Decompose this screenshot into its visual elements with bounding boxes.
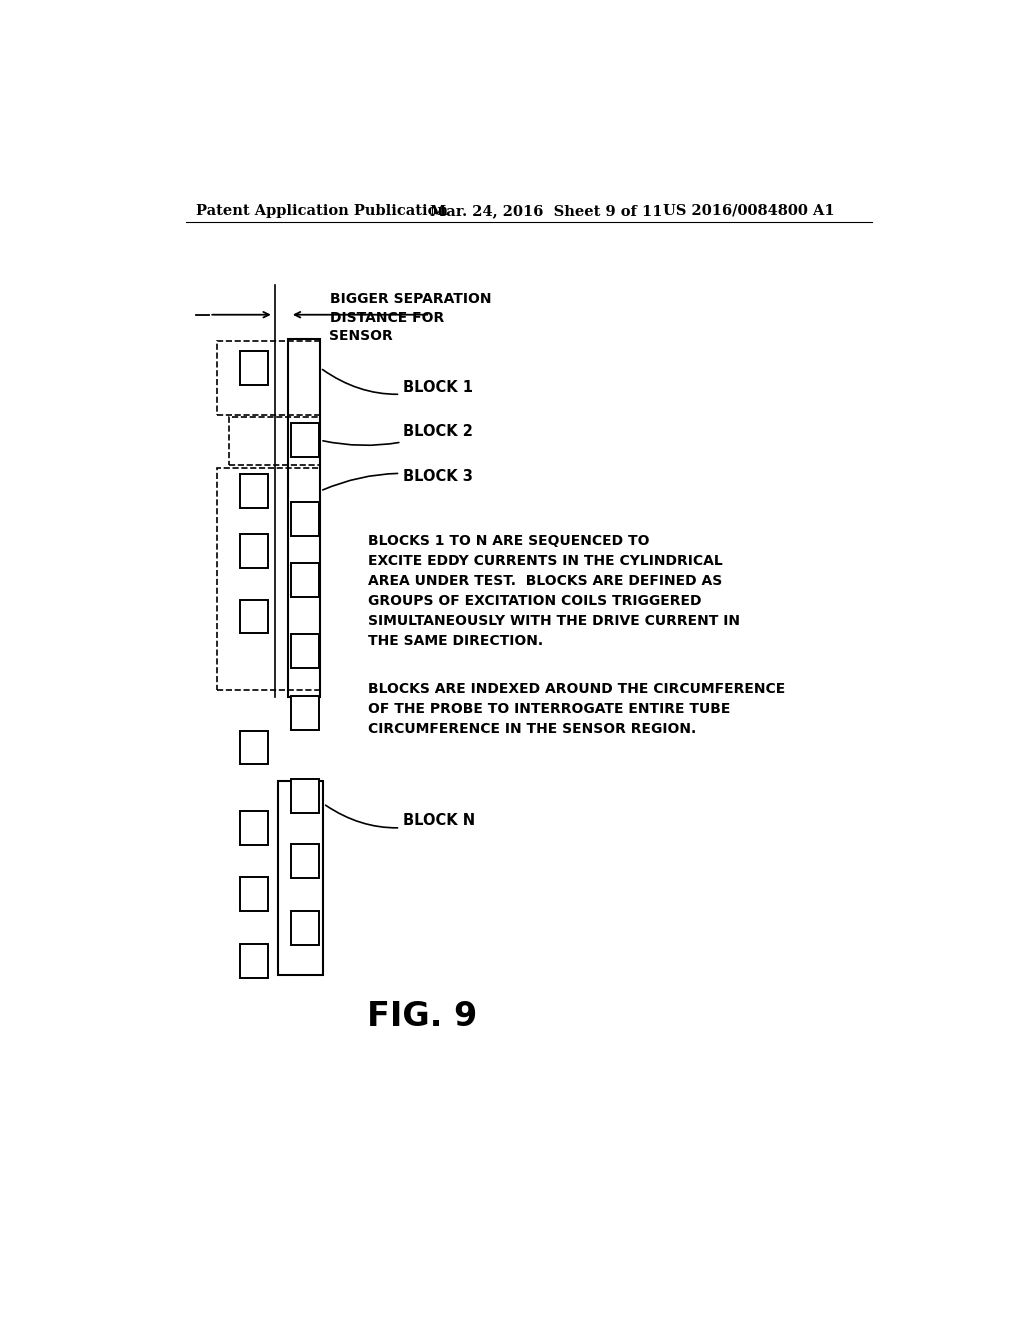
Bar	[291, 635, 318, 668]
Bar	[291, 843, 318, 878]
Bar	[217, 469, 321, 689]
Bar	[228, 417, 321, 465]
Bar	[241, 812, 268, 845]
Bar	[241, 535, 268, 568]
Bar	[291, 911, 318, 945]
Text: BLOCKS ARE INDEXED AROUND THE CIRCUMFERENCE
OF THE PROBE TO INTERROGATE ENTIRE T: BLOCKS ARE INDEXED AROUND THE CIRCUMFERE…	[369, 682, 785, 737]
Bar	[289, 339, 321, 697]
Bar	[241, 474, 268, 508]
Text: BIGGER SEPARATION
DISTANCE FOR
SENSOR: BIGGER SEPARATION DISTANCE FOR SENSOR	[330, 293, 490, 343]
Text: BLOCK 1: BLOCK 1	[323, 370, 473, 396]
Text: FIG. 9: FIG. 9	[368, 1001, 477, 1034]
Bar	[291, 696, 318, 730]
Bar	[291, 779, 318, 813]
Text: BLOCKS 1 TO N ARE SEQUENCED TO
EXCITE EDDY CURRENTS IN THE CYLINDRICAL
AREA UNDE: BLOCKS 1 TO N ARE SEQUENCED TO EXCITE ED…	[369, 535, 740, 648]
Text: BLOCK 2: BLOCK 2	[323, 424, 473, 445]
Text: US 2016/0084800 A1: US 2016/0084800 A1	[663, 203, 835, 218]
Bar	[291, 424, 318, 457]
Bar	[241, 876, 268, 911]
Text: BLOCK N: BLOCK N	[326, 805, 475, 828]
Text: Mar. 24, 2016  Sheet 9 of 11: Mar. 24, 2016 Sheet 9 of 11	[430, 203, 663, 218]
Bar	[291, 502, 318, 536]
Bar	[241, 944, 268, 978]
Bar	[241, 351, 268, 385]
Bar	[291, 564, 318, 598]
Bar	[278, 780, 324, 974]
Bar	[241, 599, 268, 634]
Bar	[241, 730, 268, 764]
Text: BLOCK 3: BLOCK 3	[323, 469, 473, 490]
Bar	[217, 341, 321, 414]
Text: Patent Application Publication: Patent Application Publication	[197, 203, 449, 218]
